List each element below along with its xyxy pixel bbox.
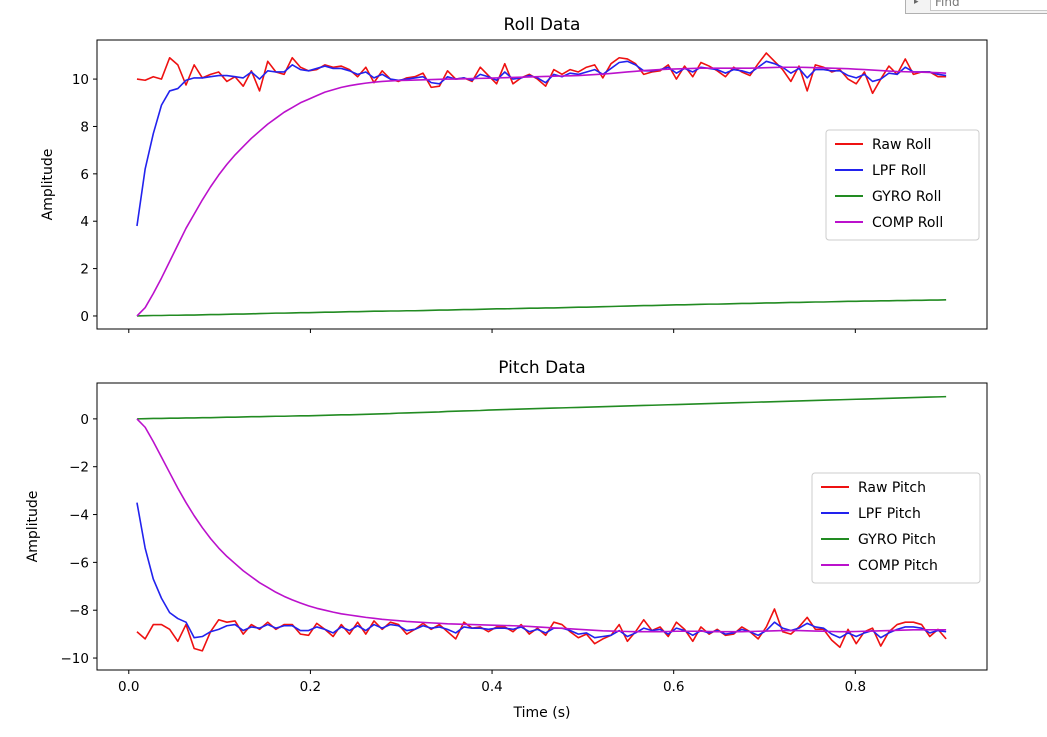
- pitch-series-line-3: [136, 395, 947, 420]
- pitch-axes-frame: [96, 382, 988, 671]
- roll-legend-label: LPF Roll: [872, 163, 926, 179]
- pitch-series-group: [136, 395, 947, 652]
- roll-chart-title: Roll Data: [504, 15, 581, 35]
- roll-axes-frame: [96, 39, 988, 330]
- pitch-chart: Pitch Data 0 −2 −4 −6 −8 −10 0.0 0.2 0.4 0.6 0.8 Amp…: [25, 358, 988, 721]
- roll-series-line-3: [136, 299, 947, 317]
- pitch-series-line-2: [136, 502, 947, 639]
- roll-legend: Raw Roll LPF Roll GYRO Roll COMP Roll: [825, 129, 980, 241]
- roll-y-tick-label: 8: [80, 119, 89, 135]
- caret-right-icon[interactable]: ▸: [914, 0, 919, 7]
- pitch-y-tick-label: −8: [69, 603, 89, 619]
- pitch-legend-label: Raw Pitch: [858, 480, 926, 496]
- roll-y-tick-label: 6: [80, 167, 89, 183]
- roll-y-tick-label: 0: [80, 309, 89, 325]
- pitch-y-tick-label: 0: [80, 412, 89, 428]
- pitch-legend-label: LPF Pitch: [858, 506, 921, 522]
- roll-chart: Roll Data 0 2 4 6 8 10 Amplitude Raw Roll LPF Rol…: [40, 15, 988, 333]
- roll-series-line-2: [136, 60, 947, 227]
- pitch-x-tick-label: 0.2: [300, 679, 321, 695]
- roll-series-line-4: [136, 66, 947, 317]
- pitch-y-tick-label: −2: [69, 460, 89, 476]
- pitch-chart-title: Pitch Data: [498, 358, 585, 378]
- pitch-series-line-4: [136, 418, 947, 633]
- pitch-y-tick-label: −6: [69, 555, 89, 571]
- pitch-x-tick-label: 0.6: [663, 679, 684, 695]
- pitch-x-axis-label: Time (s): [513, 705, 571, 721]
- roll-series-group: [136, 52, 947, 317]
- roll-y-axis-label: Amplitude: [40, 149, 56, 221]
- pitch-legend-label: GYRO Pitch: [858, 532, 936, 548]
- roll-legend-label: GYRO Roll: [872, 189, 941, 205]
- pitch-legend-label: COMP Pitch: [858, 558, 938, 574]
- roll-legend-box: [825, 129, 980, 241]
- roll-y-tick-label: 2: [80, 262, 89, 278]
- pitch-y-tick-label: −10: [61, 651, 90, 667]
- pitch-y-tick-label: −4: [69, 508, 89, 524]
- pitch-x-tick-label: 0.8: [845, 679, 866, 695]
- pitch-y-axis-label: Amplitude: [25, 491, 41, 563]
- roll-series-line-1: [136, 52, 947, 95]
- roll-y-tick-label: 4: [80, 214, 89, 230]
- roll-legend-label: Raw Roll: [872, 137, 931, 153]
- roll-legend-label: COMP Roll: [872, 215, 943, 231]
- pitch-legend: Raw Pitch LPF Pitch GYRO Pitch COMP Pitch: [811, 472, 981, 584]
- roll-y-tick-label: 10: [72, 72, 89, 88]
- pitch-x-tick-label: 0.4: [481, 679, 502, 695]
- pitch-legend-box: [811, 472, 981, 584]
- pitch-x-tick-label: 0.0: [118, 679, 139, 695]
- find-input[interactable]: [930, 0, 1047, 11]
- find-bar: ▸: [905, 0, 1047, 14]
